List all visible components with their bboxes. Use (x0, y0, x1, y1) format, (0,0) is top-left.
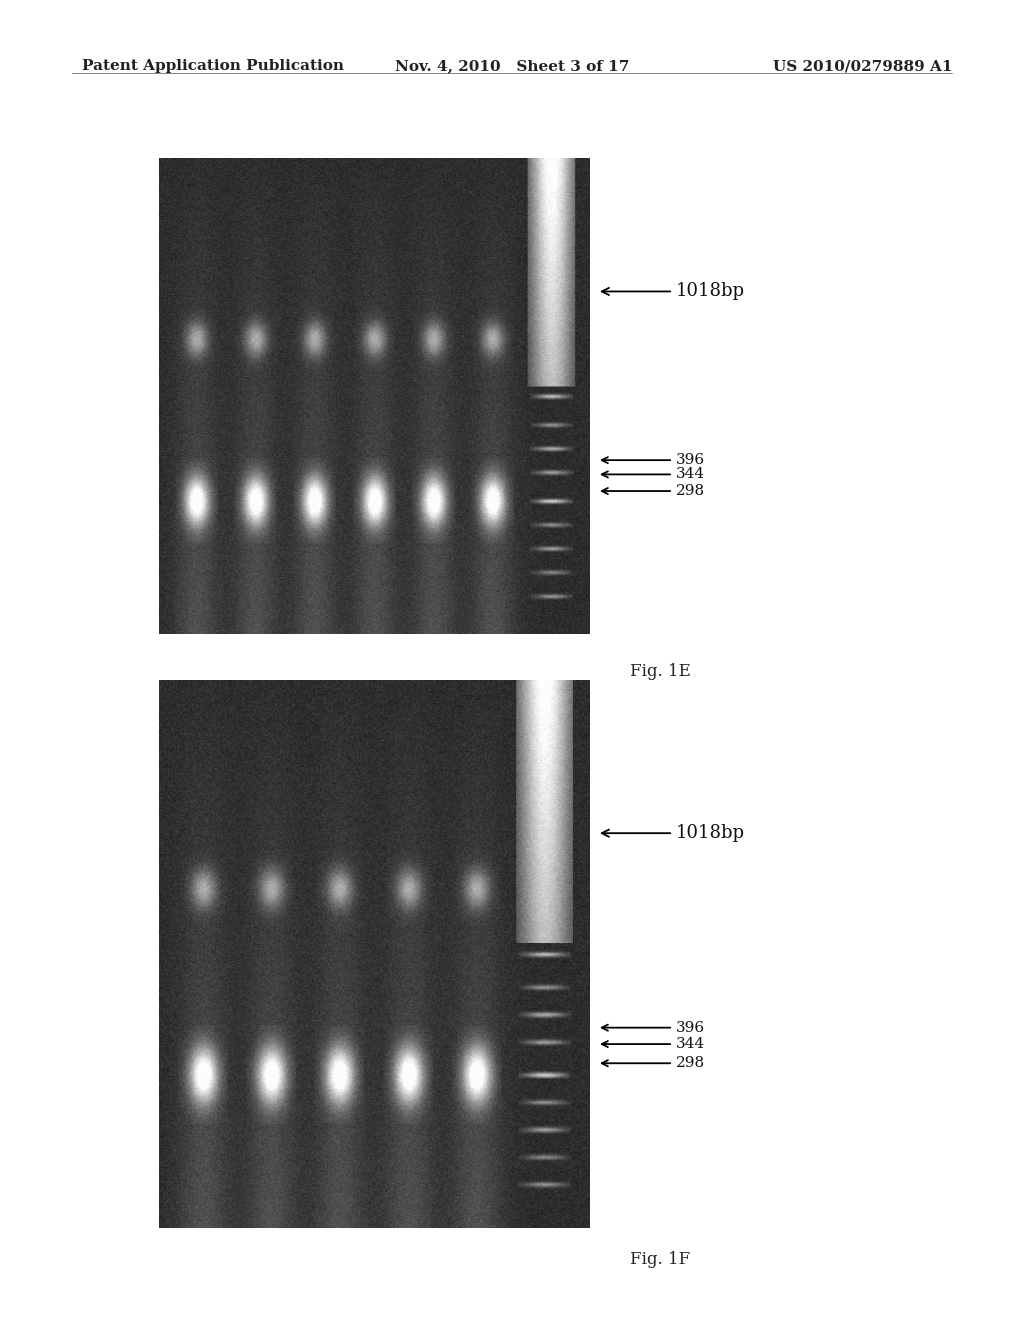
Text: 298: 298 (602, 484, 705, 498)
Text: 344: 344 (602, 1038, 705, 1051)
Text: Fig. 1F: Fig. 1F (630, 1251, 690, 1269)
Text: 396: 396 (602, 453, 705, 467)
Text: 298: 298 (602, 1056, 705, 1071)
Text: US 2010/0279889 A1: US 2010/0279889 A1 (773, 59, 952, 74)
Text: Fig. 1E: Fig. 1E (630, 663, 690, 680)
Text: 344: 344 (602, 467, 705, 482)
Text: 1018bp: 1018bp (602, 282, 744, 301)
Text: 1018bp: 1018bp (602, 824, 744, 842)
Text: Nov. 4, 2010   Sheet 3 of 17: Nov. 4, 2010 Sheet 3 of 17 (395, 59, 629, 74)
Text: 396: 396 (602, 1020, 705, 1035)
Text: Patent Application Publication: Patent Application Publication (82, 59, 344, 74)
